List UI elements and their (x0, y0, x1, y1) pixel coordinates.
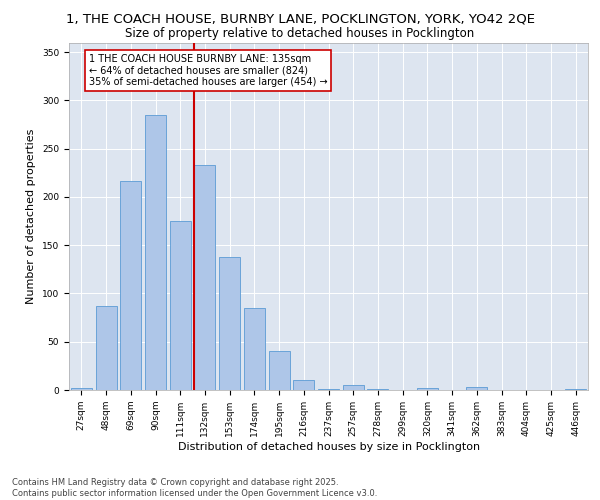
Bar (293, 380, 314, 390)
Bar (417, 388, 438, 390)
Bar (170, 221, 191, 390)
Text: Size of property relative to detached houses in Pocklington: Size of property relative to detached ho… (125, 28, 475, 40)
Bar (95, 306, 116, 390)
Text: 1 THE COACH HOUSE BURNBY LANE: 135sqm
← 64% of detached houses are smaller (824): 1 THE COACH HOUSE BURNBY LANE: 135sqm ← … (89, 54, 328, 88)
Bar (244, 308, 265, 390)
Bar (367, 389, 388, 390)
Bar (466, 387, 487, 390)
Bar (318, 389, 339, 390)
Text: Contains HM Land Registry data © Crown copyright and database right 2025.
Contai: Contains HM Land Registry data © Crown c… (12, 478, 377, 498)
Bar (343, 385, 364, 390)
Bar (71, 388, 92, 390)
Text: 1, THE COACH HOUSE, BURNBY LANE, POCKLINGTON, YORK, YO42 2QE: 1, THE COACH HOUSE, BURNBY LANE, POCKLIN… (65, 12, 535, 26)
Text: Distribution of detached houses by size in Pocklington: Distribution of detached houses by size … (178, 442, 480, 452)
Bar (565, 389, 586, 390)
Bar (145, 115, 166, 390)
Bar (269, 352, 290, 390)
Y-axis label: Number of detached properties: Number of detached properties (26, 128, 37, 304)
Bar (194, 165, 215, 390)
Bar (219, 257, 240, 390)
Bar (120, 180, 141, 390)
